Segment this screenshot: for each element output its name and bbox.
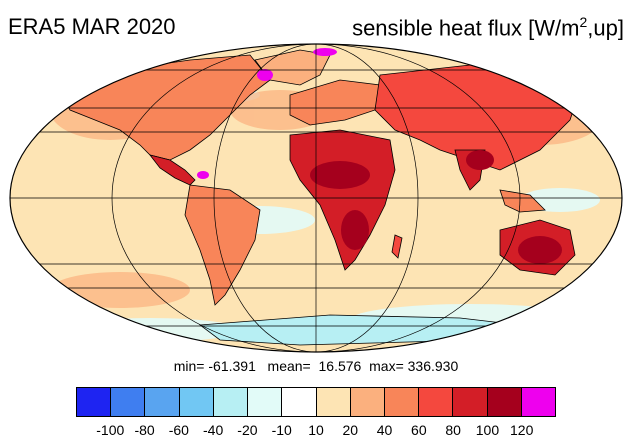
continents xyxy=(59,49,599,346)
legend-tick-label: 100 xyxy=(475,422,500,438)
legend-tick-label: 80 xyxy=(445,422,461,438)
variable-title-main: sensible heat flux [W/m xyxy=(352,15,580,41)
legend-tick-label: 20 xyxy=(342,422,359,438)
dataset-title: ERA5 MAR 2020 xyxy=(8,14,176,39)
legend-swatch xyxy=(247,388,282,416)
legend-swatch xyxy=(77,388,111,416)
color-legend-labels: -100 -80 -60 -40 -20 -10 10 20 40 60 80 100 120 xyxy=(0,422,632,440)
hot-spots xyxy=(310,150,562,264)
legend-tick-label: -40 xyxy=(203,422,224,438)
legend-swatch xyxy=(178,388,213,416)
legend-tick-label: -10 xyxy=(271,422,292,438)
max-label: max= xyxy=(369,358,404,374)
legend-tick-label: 120 xyxy=(510,422,534,438)
min-label: min= xyxy=(173,358,205,374)
south-america xyxy=(184,184,261,306)
world-map xyxy=(9,43,623,353)
legend-swatch xyxy=(144,388,179,416)
central-america xyxy=(148,154,196,186)
legend-swatch xyxy=(452,388,487,416)
maritime-asia xyxy=(499,189,546,213)
legend-tick-label: 10 xyxy=(308,422,324,438)
legend-swatch xyxy=(349,388,384,416)
madagascar xyxy=(391,234,403,259)
stats-line: min= -61.391 mean= 16.576 max= 336.930 xyxy=(0,358,632,374)
legend-swatch xyxy=(520,388,556,416)
legend-tick-label: 60 xyxy=(411,422,427,438)
legend-swatch xyxy=(110,388,145,416)
mean-label: mean= xyxy=(267,358,311,374)
legend-tick-label: -20 xyxy=(237,422,258,438)
variable-title-sup: 2 xyxy=(579,14,588,30)
legend-swatch xyxy=(383,388,419,416)
legend-swatch xyxy=(486,388,521,416)
min-value: -61.391 xyxy=(208,358,256,374)
new-zealand xyxy=(585,269,599,291)
legend-swatch xyxy=(281,388,316,416)
color-legend xyxy=(76,387,556,417)
mean-value: 16.576 xyxy=(318,358,362,374)
variable-title-tail: ,up] xyxy=(587,15,624,41)
extreme-spots xyxy=(197,48,337,179)
europe xyxy=(289,79,381,126)
legend-tick-label: 40 xyxy=(376,422,393,438)
max-value: 336.930 xyxy=(407,358,459,374)
legend-tick-label: -100 xyxy=(96,422,125,438)
legend-tick-label: -80 xyxy=(134,422,155,438)
legend-swatch xyxy=(418,388,453,416)
globe-outline xyxy=(9,43,623,353)
graticule xyxy=(10,44,622,352)
legend-swatch xyxy=(212,388,248,416)
legend-swatch xyxy=(315,388,350,416)
variable-title: sensible heat flux [W/m2,up] xyxy=(352,14,624,41)
greenland xyxy=(254,49,331,86)
legend-tick-label: -60 xyxy=(168,422,189,438)
